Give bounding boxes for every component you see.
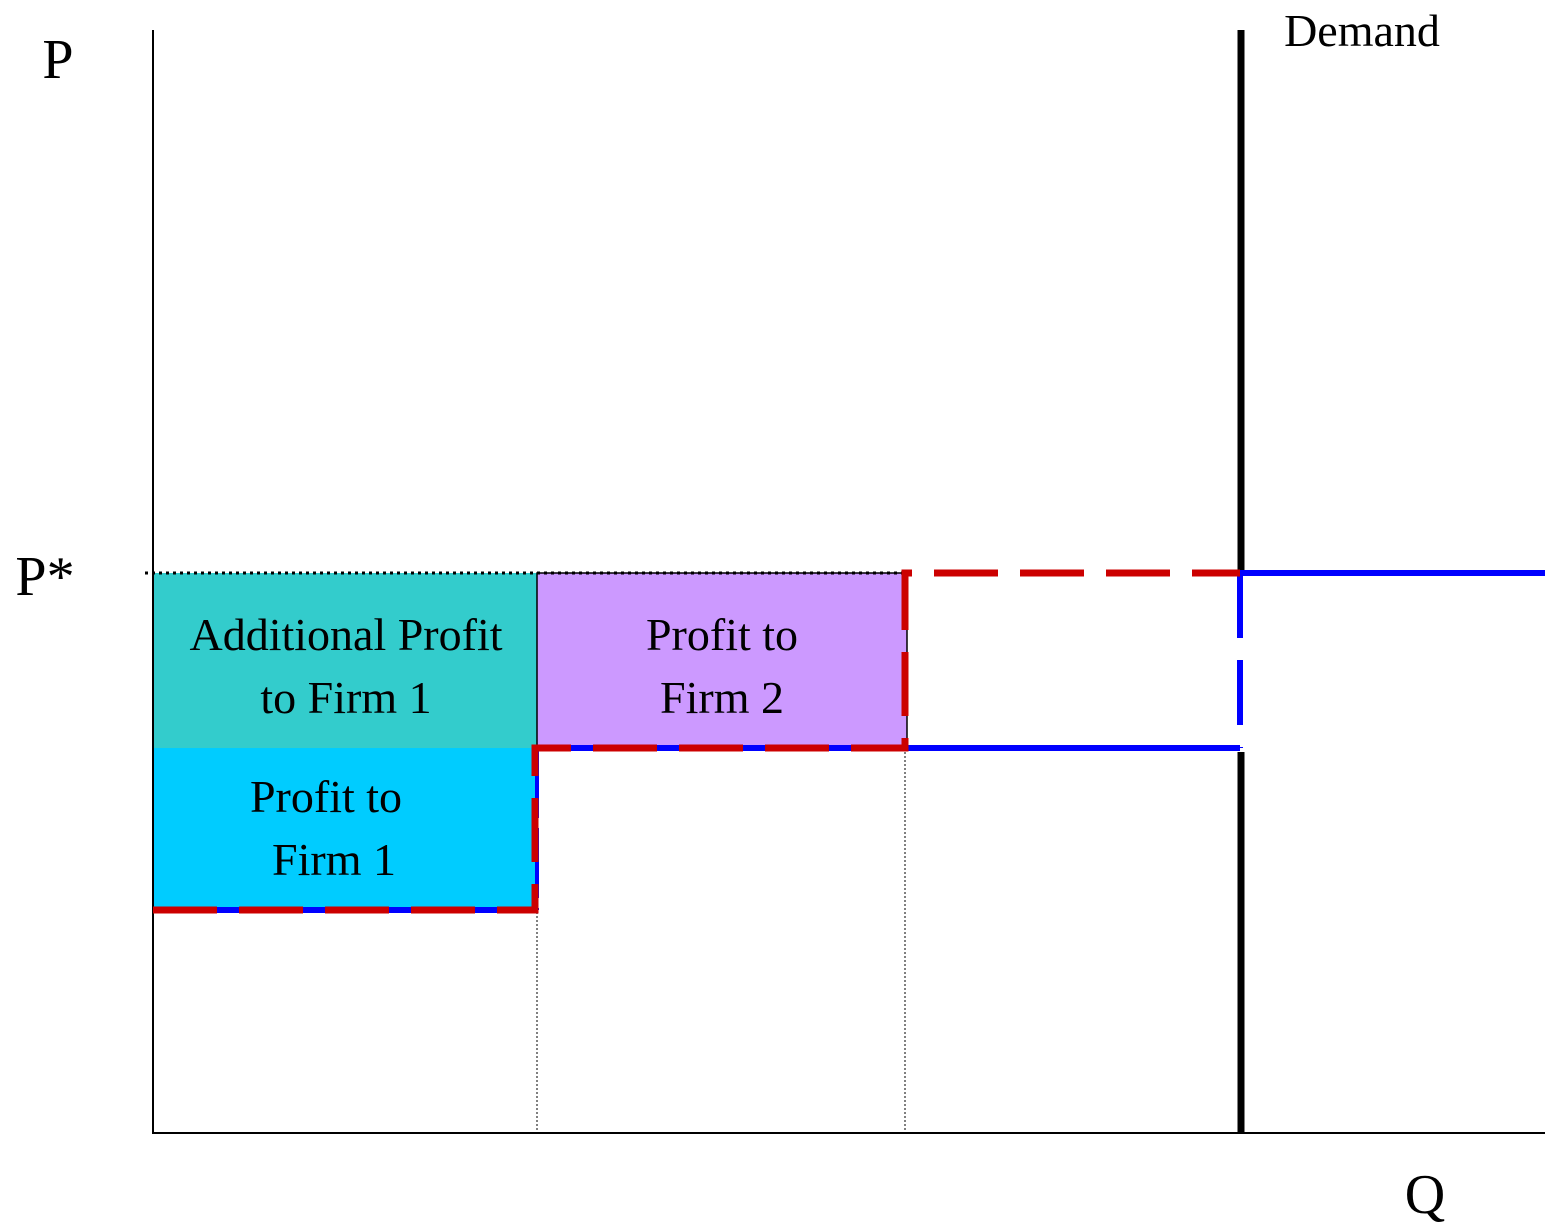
y-axis-label: P — [42, 29, 73, 91]
region-label: Profit to — [646, 609, 798, 660]
region-label: Additional Profit — [189, 609, 502, 660]
region-label: Firm 2 — [660, 672, 784, 723]
region-label: to Firm 1 — [260, 672, 431, 723]
demand-label: Demand — [1284, 5, 1440, 56]
firm1-profit-region — [153, 748, 535, 910]
price-label: P* — [15, 546, 74, 608]
region-label: Profit to — [250, 771, 402, 822]
additional-profit-region — [153, 573, 537, 748]
region-label: Firm 1 — [272, 834, 396, 885]
supply-red — [153, 569, 1240, 914]
x-axis-label: Q — [1405, 1164, 1445, 1226]
